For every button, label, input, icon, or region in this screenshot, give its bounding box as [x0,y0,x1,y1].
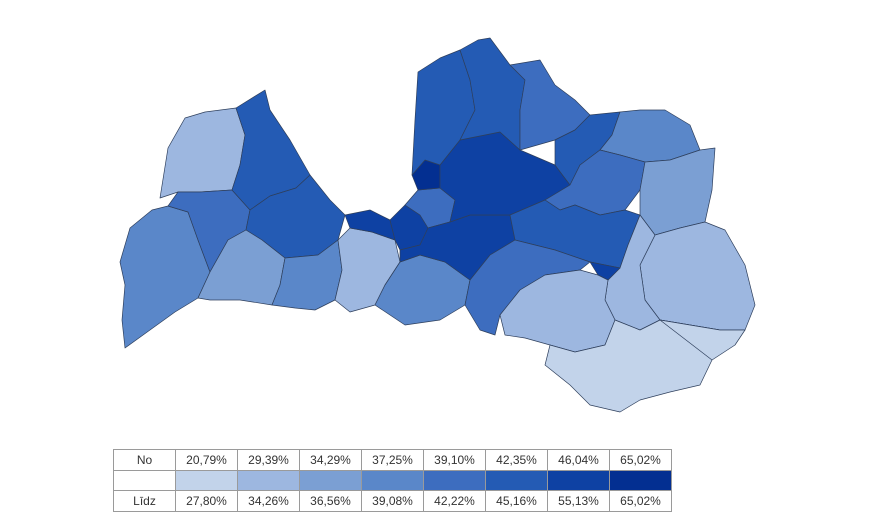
legend-swatch [609,470,672,491]
legend-to-row: Līdz 27,80% 34,26% 36,56% 39,08% 42,22% … [113,490,672,512]
legend-swatch [175,470,238,491]
legend-from-value: 46,04% [547,449,610,471]
region-ludza[interactable] [639,221,756,331]
legend-to-value: 36,56% [299,490,362,512]
legend-from-value: 39,10% [423,449,486,471]
legend-from-value: 42,35% [485,449,548,471]
legend-swatch-row [113,470,672,491]
legend-swatch [423,470,486,491]
legend-to-value: 42,22% [423,490,486,512]
legend-to-value: 27,80% [175,490,238,512]
legend-swatch [361,470,424,491]
legend-from-value: 65,02% [609,449,672,471]
legend-from-value: 37,25% [361,449,424,471]
legend-swatch [485,470,548,491]
legend-from-label: No [113,449,176,471]
region-ventspils[interactable] [159,107,246,199]
region-dobele[interactable] [271,239,343,311]
legend-swatch [299,470,362,491]
region-kraslava[interactable] [659,319,746,361]
legend-from-value: 34,29% [299,449,362,471]
legend-swatch [237,470,300,491]
legend-from-value: 29,39% [237,449,300,471]
legend-to-value: 65,02% [609,490,672,512]
legend-to-value: 55,13% [547,490,610,512]
legend-swatch-blank [113,470,176,491]
legend-swatch [547,470,610,491]
legend-from-row: No 20,79% 29,39% 34,29% 37,25% 39,10% 42… [113,449,672,471]
legend-from-value: 20,79% [175,449,238,471]
legend-to-value: 45,16% [485,490,548,512]
legend-to-value: 39,08% [361,490,424,512]
latvia-choropleth-map [119,37,756,413]
legend-to-value: 34,26% [237,490,300,512]
legend-table: No 20,79% 29,39% 34,29% 37,25% 39,10% 42… [113,449,672,512]
legend-to-label: Līdz [113,490,176,512]
region-preili[interactable] [499,269,616,353]
